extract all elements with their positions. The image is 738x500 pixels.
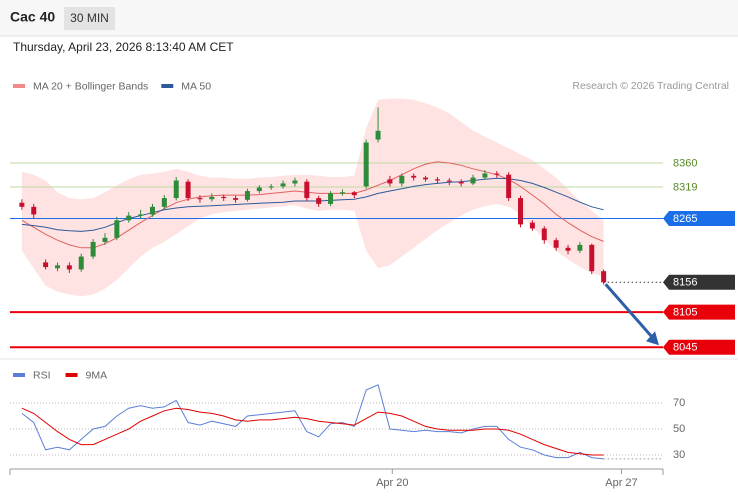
candle-body (102, 237, 108, 242)
level-label: 8105 (673, 307, 697, 319)
candle-body (126, 215, 132, 221)
candle-body (161, 198, 167, 207)
level-label: 8319 (673, 181, 697, 193)
candle-body (197, 198, 203, 200)
chart-title: Cac 40 (10, 9, 55, 25)
candle-body (43, 262, 49, 268)
candle-body (173, 180, 179, 199)
candle-body (90, 241, 96, 257)
level-label-box (663, 274, 735, 290)
candle-body (114, 220, 120, 238)
rsi-line (21, 407, 604, 456)
candle-body (244, 191, 250, 200)
candle-body (54, 265, 60, 269)
candle-body (149, 206, 155, 215)
candle-body (363, 142, 369, 187)
candle-body (434, 179, 440, 181)
candle-body (494, 173, 500, 175)
candle-body (19, 202, 25, 207)
candle-body (399, 175, 405, 184)
candle-body (446, 180, 452, 182)
interval-label[interactable]: 30 MIN (70, 11, 109, 25)
candle-body (553, 240, 559, 248)
candle-body (256, 187, 262, 192)
header-bar (0, 0, 738, 36)
candle-body (209, 196, 215, 200)
legend-label: RSI (33, 369, 51, 381)
level-label: 8045 (673, 342, 697, 354)
candle-body (423, 177, 429, 180)
candle-body (268, 186, 274, 188)
candle-body (316, 198, 322, 204)
candle-body (411, 175, 417, 178)
candle-body (506, 174, 512, 199)
candle-body (31, 206, 37, 215)
candle-body (518, 198, 524, 225)
candle-body (66, 265, 72, 270)
projection-arrow-head (646, 331, 659, 346)
subtitle: Thursday, April 23, 2026 8:13:40 AM CET (13, 40, 234, 54)
candle-body (339, 192, 345, 194)
candle-body (565, 247, 571, 251)
projection-arrow (604, 283, 656, 341)
x-tick-label: Apr 27 (605, 477, 637, 489)
y-tick-label: 50 (673, 423, 685, 435)
level-label-box (663, 211, 735, 227)
legend-swatch (13, 84, 25, 88)
legend-swatch (161, 84, 174, 88)
credit: Research © 2026 Trading Central (572, 80, 729, 92)
candle-body (292, 180, 298, 184)
rsi-line (21, 384, 604, 460)
candle-body (577, 244, 583, 251)
legend-swatch (65, 373, 78, 377)
candle-body (470, 177, 476, 184)
candle-body (328, 193, 334, 204)
candle-body (78, 256, 84, 270)
level-label: 8360 (673, 157, 697, 169)
candle-body (185, 181, 191, 199)
candle-body (138, 214, 144, 216)
legend-label: 9MA (86, 369, 108, 381)
candle-body (375, 130, 381, 140)
candle-body (458, 181, 464, 184)
level-label: 8156 (673, 277, 697, 289)
candle-body (221, 196, 227, 199)
y-tick-label: 30 (673, 449, 685, 461)
legend-label: MA 50 (181, 80, 211, 92)
candle-body (233, 198, 239, 200)
candle-body (280, 183, 286, 187)
candle-body (304, 181, 310, 199)
legend-swatch (13, 373, 25, 377)
candle-body (529, 222, 535, 229)
level-label: 8265 (673, 213, 697, 225)
x-tick-label: Apr 20 (376, 477, 408, 489)
y-tick-label: 70 (673, 397, 685, 409)
candle-body (601, 271, 607, 283)
level-label-box (663, 304, 735, 320)
candle-body (589, 244, 595, 272)
candle-body (541, 228, 547, 241)
legend-label: MA 20 + Bollinger Bands (33, 80, 148, 92)
candle-body (351, 192, 357, 196)
candle-body (387, 179, 393, 184)
level-label-box (663, 339, 735, 355)
bollinger-band (21, 98, 604, 297)
candle-body (482, 173, 488, 178)
interval-button[interactable] (64, 7, 115, 30)
